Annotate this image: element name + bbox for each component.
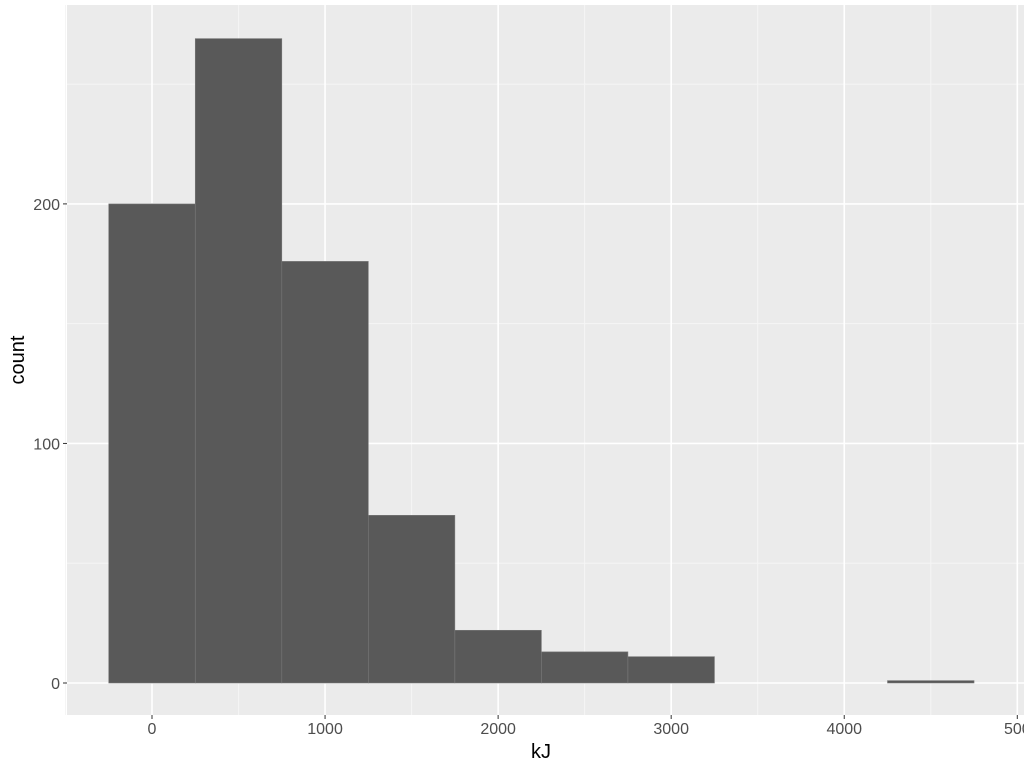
x-tick-label: 2000 <box>480 721 516 738</box>
y-tick-label: 100 <box>33 436 60 453</box>
axes: 010002000300040005000100200 <box>33 197 1024 738</box>
y-axis-title: count <box>7 335 29 384</box>
histogram-bar <box>281 261 369 684</box>
y-tick-label: 200 <box>33 197 60 214</box>
histogram-bar <box>541 651 629 684</box>
x-tick-label: 500 <box>1004 721 1024 738</box>
histogram-bar <box>194 38 283 684</box>
x-tick-label: 1000 <box>307 721 343 738</box>
x-tick-label: 4000 <box>826 721 862 738</box>
histogram-bar <box>627 656 715 684</box>
x-tick-label: 3000 <box>653 721 689 738</box>
histogram-bar <box>368 515 456 684</box>
bars <box>108 38 975 684</box>
y-tick-label: 0 <box>51 676 60 693</box>
histogram-bar <box>454 629 542 684</box>
histogram-bar <box>887 680 975 684</box>
x-tick-label: 0 <box>148 721 157 738</box>
x-axis-title: kJ <box>531 741 551 763</box>
histogram-bar <box>108 203 196 684</box>
